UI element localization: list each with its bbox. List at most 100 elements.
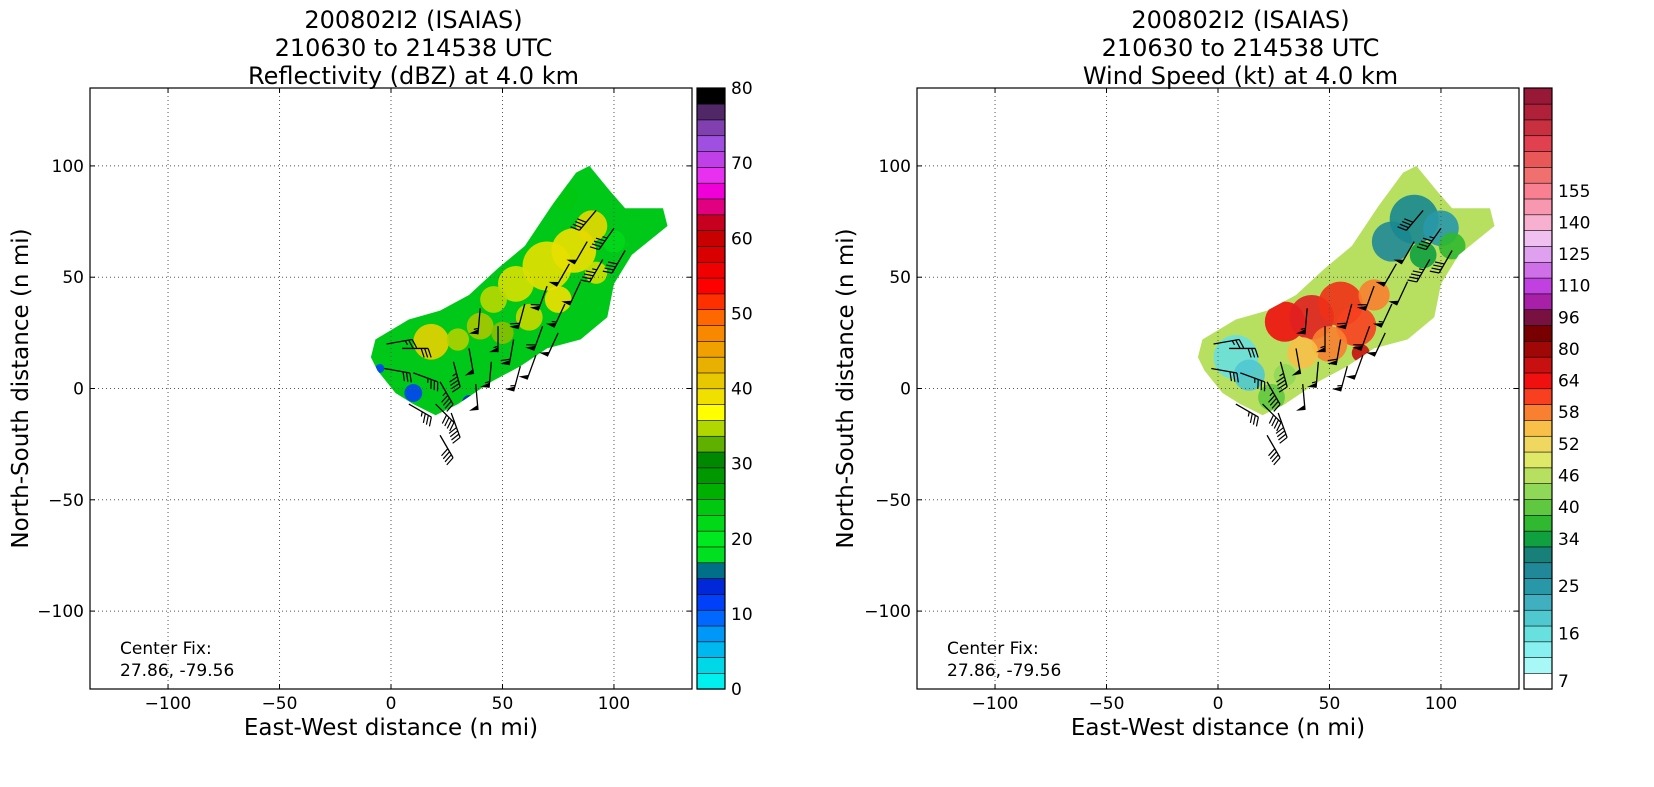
wind-barb (539, 332, 559, 357)
wind-barb (1211, 367, 1239, 383)
barb-half-flag (452, 372, 457, 377)
barb-flag (1269, 397, 1278, 406)
barb-flag (1268, 394, 1276, 403)
grid (917, 88, 1519, 689)
barb-staff (1262, 403, 1282, 423)
barb-half-flag (1247, 411, 1250, 417)
barb-staff (568, 281, 582, 306)
barb-staff (598, 227, 615, 250)
barb-flag (1235, 339, 1241, 349)
wind-barb (1366, 332, 1386, 357)
title-line-time: 210630 to 214538 UTC (274, 34, 553, 62)
barb-flag (583, 273, 594, 277)
wind-barb (1429, 250, 1453, 274)
barb-half-flag (1269, 391, 1274, 397)
colorbar-bin (696, 372, 726, 390)
barb-staff (589, 259, 604, 283)
colorbar-bin (696, 672, 726, 690)
barb-staff (1382, 263, 1397, 287)
barb-flag (1410, 273, 1421, 277)
colorbar-tick-label: 155 (1558, 182, 1590, 202)
wind-barb (464, 348, 475, 376)
barb-staff (1211, 367, 1238, 374)
colorbar-bin (1523, 530, 1553, 548)
colorbar-bin (696, 230, 726, 247)
wind-barb (525, 325, 544, 351)
barb-flag (1407, 279, 1417, 283)
wind-barb (1229, 347, 1259, 358)
barb-flag (1271, 400, 1279, 409)
y-tick-label: 100 (879, 157, 911, 177)
colorbar-bin (696, 87, 726, 105)
barb-flag (441, 414, 448, 424)
barb-pennant (561, 300, 572, 306)
barb-flag (574, 220, 585, 226)
colorbar-bin (1523, 293, 1553, 311)
wind-barb (439, 434, 454, 466)
barb-half-flag (1279, 372, 1284, 377)
barb-flag (450, 379, 459, 386)
wind-barb (518, 354, 537, 380)
barb-flag (580, 279, 590, 283)
barb-pennant (1316, 347, 1326, 353)
colorbar-bin (696, 150, 726, 168)
colorbar-bin (696, 293, 726, 311)
wind-barbs (384, 210, 626, 466)
colorbar-bin (696, 404, 726, 421)
wind-barb (1262, 403, 1282, 432)
colorbar-bin (696, 309, 726, 326)
y-tick-label: 0 (900, 380, 911, 400)
barb-flag (441, 394, 449, 403)
barb-pennant (1375, 281, 1386, 287)
colorbar-tick-label: 40 (731, 380, 753, 400)
barb-half-flag (1311, 381, 1317, 384)
barb-flag (451, 383, 460, 390)
colorbar-bin (696, 245, 726, 263)
barb-flag (1268, 414, 1275, 424)
colorbar-bin (1523, 562, 1553, 579)
barb-pennant (1345, 374, 1356, 380)
colorbar-bin (1523, 245, 1553, 263)
barb-flag (1399, 223, 1409, 229)
barb-half-flag (551, 320, 557, 323)
colorbar-bin (696, 340, 726, 358)
colorbar-tick-label: 25 (1558, 577, 1580, 597)
wind-barb (1235, 403, 1259, 427)
colorbar-bin (1523, 546, 1553, 564)
colorbar-tick-label: 70 (731, 154, 753, 174)
wind-barb (386, 338, 418, 349)
colorbar-tick-label: 40 (1558, 498, 1580, 518)
colorbar-bin (696, 435, 726, 453)
barb-flag (1434, 261, 1445, 265)
wind-barb (1266, 434, 1281, 466)
colorbar-bin (696, 119, 726, 137)
wind-barb (509, 303, 526, 330)
colorbar-bin (1523, 451, 1553, 469)
barb-pennant (1372, 322, 1384, 328)
barb-pennant (566, 259, 577, 265)
wind-barb (570, 210, 597, 231)
barb-staff (537, 285, 548, 311)
wind-barb (468, 308, 481, 335)
colorbar-bin (1523, 214, 1553, 231)
colorbar-tick-label: 110 (1558, 277, 1590, 297)
barb-flag (425, 415, 429, 425)
barb-flag (446, 457, 454, 466)
barb-staff (1279, 361, 1288, 388)
colorbar-tick-label: 96 (1558, 308, 1580, 328)
barb-half-flag (484, 381, 490, 384)
barb-staff (512, 366, 521, 392)
barb-staff (1235, 403, 1259, 418)
axes: −100 −50 0 50 100 −100 −50 0 50 100 East-West dist… (8, 88, 692, 741)
colorbar-bin (1523, 641, 1553, 658)
x-tick-label: −100 (145, 694, 192, 714)
wind-barbs (1211, 210, 1453, 466)
colorbar-tick-label: 140 (1558, 213, 1590, 233)
wind-barb (602, 250, 626, 274)
barb-flag (500, 358, 511, 362)
barb-staff (1400, 241, 1415, 265)
colorbar-frame (696, 87, 726, 690)
barb-staff (1295, 348, 1302, 375)
barb-flag (424, 348, 429, 358)
